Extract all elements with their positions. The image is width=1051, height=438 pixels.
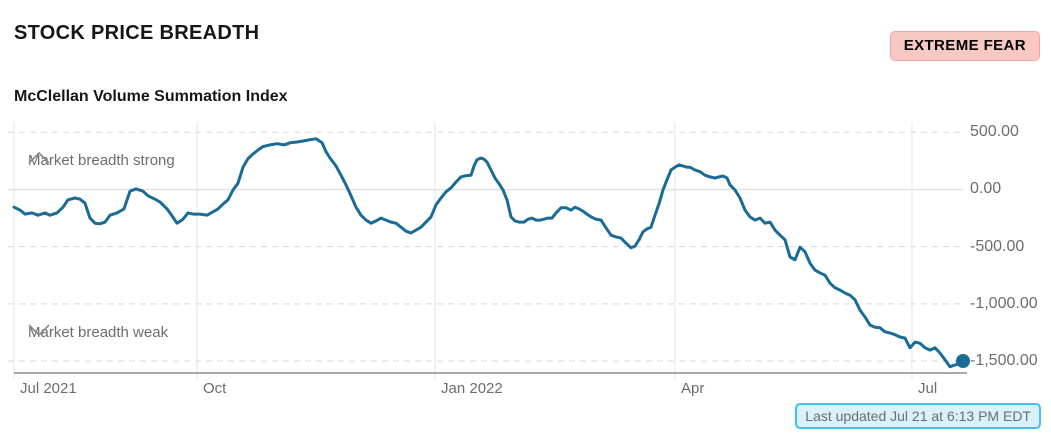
line-chart[interactable] bbox=[0, 115, 1051, 405]
annotation-weak-label: Market breadth weak bbox=[28, 323, 169, 341]
x-axis-label: Jul 2021 bbox=[20, 380, 77, 397]
y-axis-label: 0.00 bbox=[970, 180, 1002, 198]
chevron-up-icon bbox=[28, 151, 50, 164]
y-axis-label: -1,000.00 bbox=[970, 294, 1038, 312]
annotation-strong: Market breadth strong bbox=[28, 151, 175, 169]
chart-title: McClellan Volume Summation Index bbox=[14, 88, 288, 105]
page-title: STOCK PRICE BREADTH bbox=[14, 22, 260, 44]
annotation-strong-label: Market breadth strong bbox=[28, 151, 175, 169]
y-axis-label: -500.00 bbox=[970, 237, 1025, 255]
x-axis-label: Apr bbox=[681, 380, 705, 397]
last-updated-badge: Last updated Jul 21 at 6:13 PM EDT bbox=[795, 403, 1041, 429]
latest-value-dot bbox=[956, 353, 970, 368]
chevron-down-icon bbox=[28, 324, 50, 337]
series-line[interactable] bbox=[12, 137, 965, 369]
x-axis-label: Jan 2022 bbox=[441, 380, 503, 397]
y-axis-label: 500.00 bbox=[970, 123, 1019, 141]
y-axis-label: -1,500.00 bbox=[970, 351, 1038, 369]
chart-canvas[interactable]: Market breadth strong Market breadth wea… bbox=[0, 115, 1051, 405]
x-axis-label: Jul bbox=[918, 380, 938, 397]
x-axis-label: Oct bbox=[203, 380, 227, 397]
annotation-weak: Market breadth weak bbox=[28, 323, 168, 341]
status-badge: EXTREME FEAR bbox=[889, 31, 1040, 61]
